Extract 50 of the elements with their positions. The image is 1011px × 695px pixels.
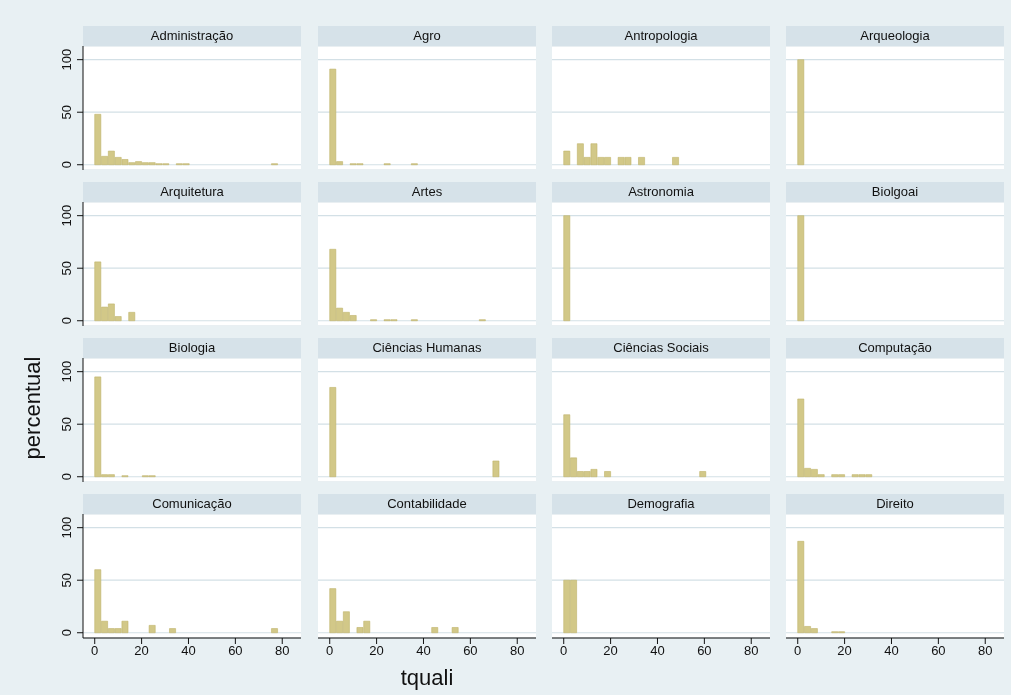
x-tick-label: 40 <box>884 643 899 659</box>
y-tick-label: 100 <box>59 204 74 227</box>
y-tick-label: 100 <box>59 48 74 71</box>
y-tick-label: 0 <box>59 317 74 325</box>
y-axis-title: percentual <box>20 356 46 460</box>
x-tick-label: 80 <box>744 643 759 659</box>
x-tick-label: 80 <box>510 643 525 659</box>
y-tick-label: 0 <box>59 161 74 169</box>
x-tick-label: 40 <box>650 643 665 659</box>
x-tick-label: 0 <box>326 643 334 659</box>
y-tick-label: 50 <box>59 260 74 276</box>
chart-title: Contabilidade <box>318 494 536 514</box>
y-tick-label: 50 <box>59 572 74 588</box>
x-tick-label: 40 <box>416 643 431 659</box>
x-tick-label: 80 <box>978 643 993 659</box>
chart-title: Comunicação <box>83 494 301 514</box>
y-tick-label: 100 <box>59 360 74 383</box>
y-tick-label: 50 <box>59 416 74 432</box>
chart-title: Ciências Humanas <box>318 338 536 358</box>
chart-title: Arquitetura <box>83 182 301 202</box>
x-tick-label: 20 <box>603 643 618 659</box>
y-tick-label: 100 <box>59 516 74 539</box>
x-tick-label: 60 <box>697 643 712 659</box>
x-tick-label: 20 <box>837 643 852 659</box>
x-tick-label: 60 <box>463 643 478 659</box>
x-tick-label: 60 <box>931 643 946 659</box>
x-tick-label: 0 <box>560 643 568 659</box>
chart-title: Ciências Sociais <box>552 338 770 358</box>
chart-title: Artes <box>318 182 536 202</box>
x-tick-label: 20 <box>369 643 384 659</box>
chart-title: Astronomia <box>552 182 770 202</box>
chart-title: Administração <box>83 26 301 46</box>
chart-title: Biologia <box>83 338 301 358</box>
x-tick-label: 0 <box>91 643 99 659</box>
x-tick-label: 40 <box>181 643 196 659</box>
chart-title: Arqueologia <box>786 26 1004 46</box>
x-tick-label: 60 <box>228 643 243 659</box>
chart-title: Agro <box>318 26 536 46</box>
chart-title: Computação <box>786 338 1004 358</box>
chart-title: Antropologia <box>552 26 770 46</box>
x-tick-label: 0 <box>794 643 802 659</box>
x-tick-label: 20 <box>134 643 149 659</box>
y-tick-label: 0 <box>59 473 74 481</box>
chart-title: Direito <box>786 494 1004 514</box>
y-tick-label: 0 <box>59 629 74 637</box>
x-axis-title: tquali <box>400 665 454 691</box>
chart-title: Biolgoai <box>786 182 1004 202</box>
chart-title: Demografia <box>552 494 770 514</box>
x-tick-label: 80 <box>275 643 290 659</box>
y-tick-label: 50 <box>59 104 74 120</box>
